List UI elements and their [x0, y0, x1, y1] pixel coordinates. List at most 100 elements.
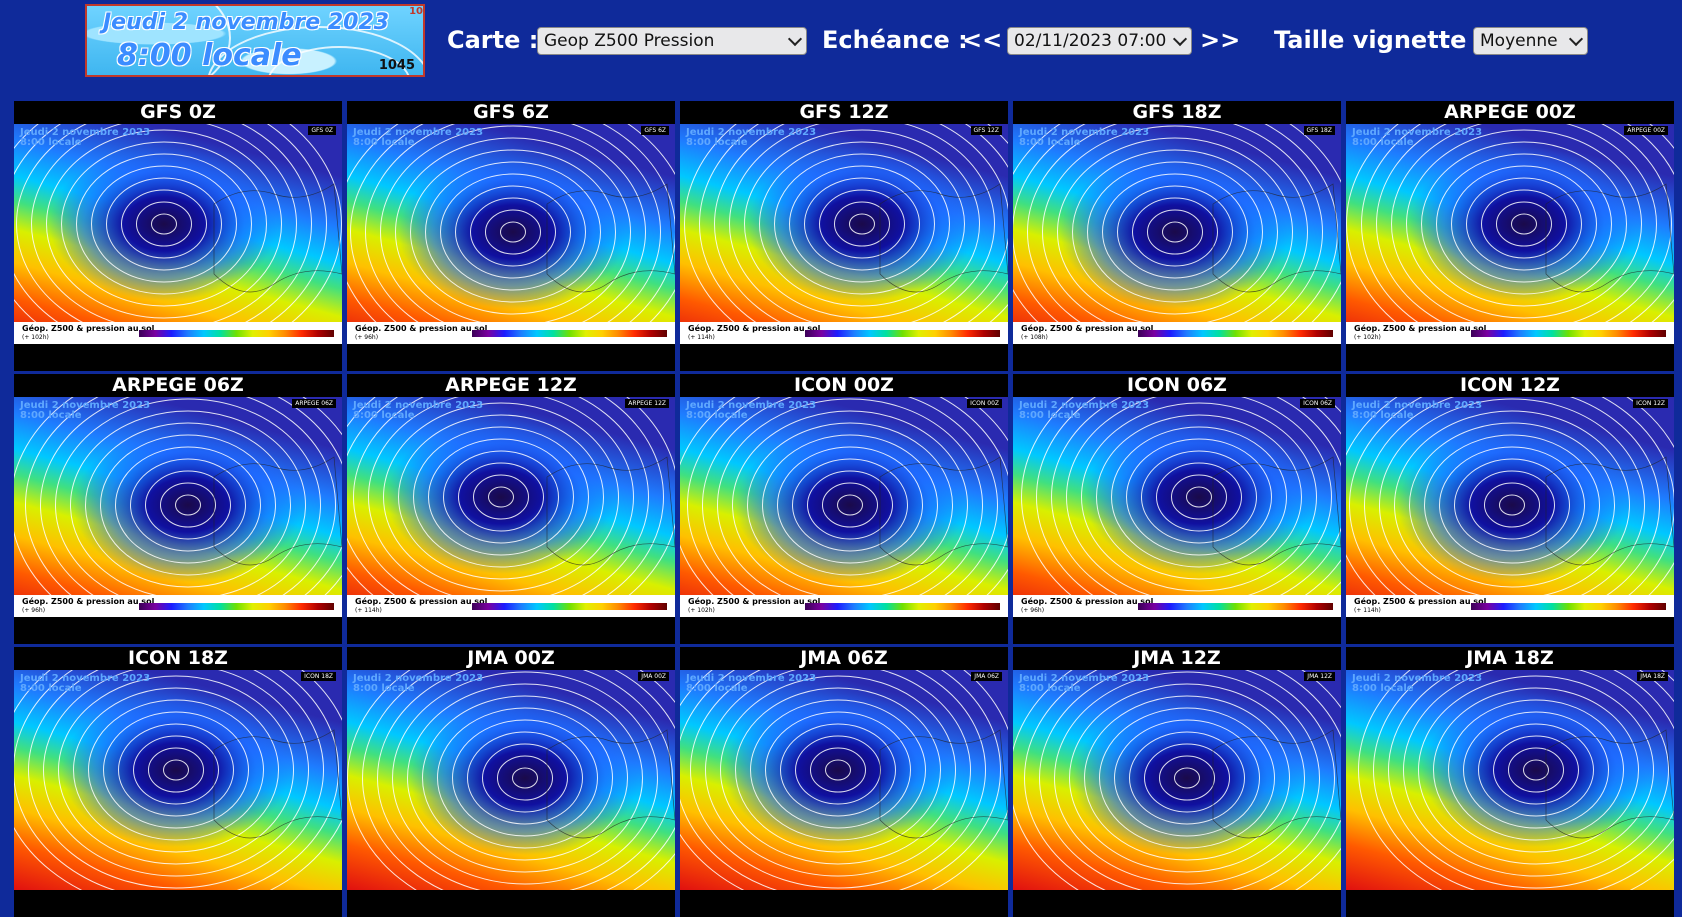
- map-lead-time: (+ 102h): [688, 607, 715, 614]
- map-date-text: Jeudi 2 novembre 2023: [686, 673, 817, 684]
- map-date-overlay: Jeudi 2 novembre 2023 8:00 locale: [686, 674, 816, 694]
- color-scale: [139, 330, 334, 337]
- thumbnail-card[interactable]: JMA 18Z: [1346, 647, 1674, 917]
- forecast-map-image[interactable]: ICON 00Z Jeudi 2 novembre 2023 8:00 locale…: [680, 397, 1008, 617]
- map-lead-time: (+ 108h): [1021, 334, 1048, 341]
- forecast-map-image[interactable]: JMA 06Z Jeudi 2 novembre 2023 8:00 locale: [680, 670, 1008, 890]
- map-date-text: Jeudi 2 novembre 2023: [1352, 127, 1483, 138]
- forecast-map-image[interactable]: GFS 0Z Jeudi 2 novembre 2023 8:00 locale Gé…: [14, 124, 342, 344]
- map-date-overlay: Jeudi 2 novembre 2023 8:00 locale: [353, 674, 483, 694]
- map-time-text: 8:00 locale: [1019, 137, 1081, 148]
- forecast-map-image[interactable]: GFS 18Z Jeudi 2 novembre 2023 8:00 locale G…: [1013, 124, 1341, 344]
- map-time-text: 8:00 locale: [353, 683, 415, 694]
- previous-echeance-button[interactable]: <<: [962, 26, 1003, 54]
- map-time-text: 8:00 locale: [353, 137, 415, 148]
- forecast-map-image[interactable]: JMA 18Z Jeudi 2 novembre 2023 8:00 locale: [1346, 670, 1674, 890]
- map-caption: Géop. Z500 & pression au sol: [355, 324, 488, 333]
- carte-select[interactable]: Geop Z500 Pression: [537, 27, 807, 55]
- forecast-map-image[interactable]: ARPEGE 12Z Jeudi 2 novembre 2023 8:00 loca…: [347, 397, 675, 617]
- map-legend-footer: Géop. Z500 & pression au sol (+ 96h): [1013, 595, 1341, 617]
- map-caption: Géop. Z500 & pression au sol: [355, 597, 488, 606]
- map-legend-footer: Géop. Z500 & pression au sol (+ 114h): [347, 595, 675, 617]
- map-date-text: Jeudi 2 novembre 2023: [353, 127, 484, 138]
- chevron-down-icon: [787, 31, 803, 47]
- color-scale: [805, 603, 1000, 610]
- forecast-map-image[interactable]: ICON 12Z Jeudi 2 novembre 2023 8:00 locale…: [1346, 397, 1674, 617]
- run-tag: ARPEGE 00Z: [1624, 126, 1668, 135]
- thumbnail-card[interactable]: GFS 18Z: [1013, 101, 1341, 371]
- run-tag: ICON 12Z: [1633, 399, 1668, 408]
- map-date-text: Jeudi 2 novembre 2023: [1352, 400, 1483, 411]
- map-time-text: 8:00 locale: [1352, 410, 1414, 421]
- map-lead-time: (+ 96h): [22, 607, 46, 614]
- thumbnail-card[interactable]: ICON 18Z: [14, 647, 342, 917]
- map-date-overlay: Jeudi 2 novembre 2023 8:00 locale: [1352, 674, 1482, 694]
- color-scale: [805, 330, 1000, 337]
- forecast-map-image[interactable]: ARPEGE 06Z Jeudi 2 novembre 2023 8:00 loca…: [14, 397, 342, 617]
- thumbnail-card[interactable]: GFS 12Z: [680, 101, 1008, 371]
- thumbnail-title: ICON 06Z: [1127, 374, 1227, 396]
- taille-vignette-select[interactable]: Moyenne: [1473, 27, 1588, 55]
- run-tag: JMA 00Z: [638, 672, 669, 681]
- map-lead-time: (+ 96h): [355, 334, 379, 341]
- thumbnail-card[interactable]: ICON 12Z: [1346, 374, 1674, 644]
- map-caption: Géop. Z500 & pression au sol: [1354, 597, 1487, 606]
- map-date-text: Jeudi 2 novembre 2023: [686, 400, 817, 411]
- chevron-down-icon: [1568, 31, 1584, 47]
- map-caption: Géop. Z500 & pression au sol: [22, 597, 155, 606]
- echeance-select-value: 02/11/2023 07:00: [1014, 31, 1167, 51]
- map-date-text: Jeudi 2 novembre 2023: [353, 400, 484, 411]
- thumbnail-card[interactable]: ICON 06Z: [1013, 374, 1341, 644]
- forecast-map-image[interactable]: JMA 12Z Jeudi 2 novembre 2023 8:00 locale: [1013, 670, 1341, 890]
- map-legend-footer: Géop. Z500 & pression au sol (+ 96h): [347, 322, 675, 344]
- thumbnail-card[interactable]: JMA 12Z: [1013, 647, 1341, 917]
- thumbnail-card[interactable]: JMA 06Z: [680, 647, 1008, 917]
- banner-time: 8:00 locale: [117, 38, 302, 73]
- thumbnail-card[interactable]: GFS 6Z: [347, 101, 675, 371]
- carte-label: Carte :: [447, 26, 539, 54]
- thumbnail-title: ARPEGE 00Z: [1444, 101, 1576, 123]
- thumbnail-card[interactable]: ARPEGE 12Z: [347, 374, 675, 644]
- forecast-map-image[interactable]: ARPEGE 00Z Jeudi 2 novembre 2023 8:00 loca…: [1346, 124, 1674, 344]
- map-time-text: 8:00 locale: [20, 137, 82, 148]
- thumbnail-card[interactable]: JMA 00Z: [347, 647, 675, 917]
- map-date-text: Jeudi 2 novembre 2023: [1019, 127, 1150, 138]
- color-scale: [472, 603, 667, 610]
- forecast-map-image[interactable]: JMA 00Z Jeudi 2 novembre 2023 8:00 locale: [347, 670, 675, 890]
- color-scale: [1471, 330, 1666, 337]
- map-legend-footer: Géop. Z500 & pression au sol (+ 114h): [680, 322, 1008, 344]
- map-time-text: 8:00 locale: [1352, 683, 1414, 694]
- thumbnail-title: JMA 12Z: [1133, 647, 1221, 669]
- run-tag: GFS 18Z: [1303, 126, 1335, 135]
- run-tag: GFS 12Z: [970, 126, 1002, 135]
- map-date-overlay: Jeudi 2 novembre 2023 8:00 locale: [353, 401, 483, 421]
- thumbnail-card[interactable]: ARPEGE 00Z: [1346, 101, 1674, 371]
- map-legend-footer: Géop. Z500 & pression au sol (+ 114h): [1346, 595, 1674, 617]
- next-echeance-button[interactable]: >>: [1200, 26, 1241, 54]
- thumbnail-card[interactable]: ARPEGE 06Z: [14, 374, 342, 644]
- carte-select-value: Geop Z500 Pression: [544, 31, 715, 51]
- map-caption: Géop. Z500 & pression au sol: [1354, 324, 1487, 333]
- thumbnail-title: ICON 12Z: [1460, 374, 1560, 396]
- color-scale: [472, 330, 667, 337]
- thumbnail-card[interactable]: ICON 00Z: [680, 374, 1008, 644]
- thumbnail-title: GFS 12Z: [799, 101, 889, 123]
- thumbnail-card[interactable]: GFS 0Z: [14, 101, 342, 371]
- map-lead-time: (+ 102h): [22, 334, 49, 341]
- color-scale: [1138, 330, 1333, 337]
- taille-vignette-label: Taille vignette :: [1274, 26, 1485, 54]
- thumbnail-title: GFS 0Z: [140, 101, 216, 123]
- map-legend-footer: Géop. Z500 & pression au sol (+ 102h): [680, 595, 1008, 617]
- forecast-map-image[interactable]: GFS 12Z Jeudi 2 novembre 2023 8:00 locale G…: [680, 124, 1008, 344]
- map-date-text: Jeudi 2 novembre 2023: [20, 673, 151, 684]
- map-date-overlay: Jeudi 2 novembre 2023 8:00 locale: [20, 128, 150, 148]
- taille-vignette-select-value: Moyenne: [1480, 31, 1558, 51]
- forecast-map-image[interactable]: GFS 6Z Jeudi 2 novembre 2023 8:00 locale Gé…: [347, 124, 675, 344]
- map-date-overlay: Jeudi 2 novembre 2023 8:00 locale: [1352, 401, 1482, 421]
- echeance-select[interactable]: 02/11/2023 07:00: [1007, 27, 1192, 55]
- map-lead-time: (+ 114h): [355, 607, 382, 614]
- forecast-map-image[interactable]: ICON 06Z Jeudi 2 novembre 2023 8:00 locale…: [1013, 397, 1341, 617]
- map-legend-footer: Géop. Z500 & pression au sol (+ 102h): [14, 322, 342, 344]
- run-tag: JMA 12Z: [1304, 672, 1335, 681]
- forecast-map-image[interactable]: ICON 18Z Jeudi 2 novembre 2023 8:00 locale: [14, 670, 342, 890]
